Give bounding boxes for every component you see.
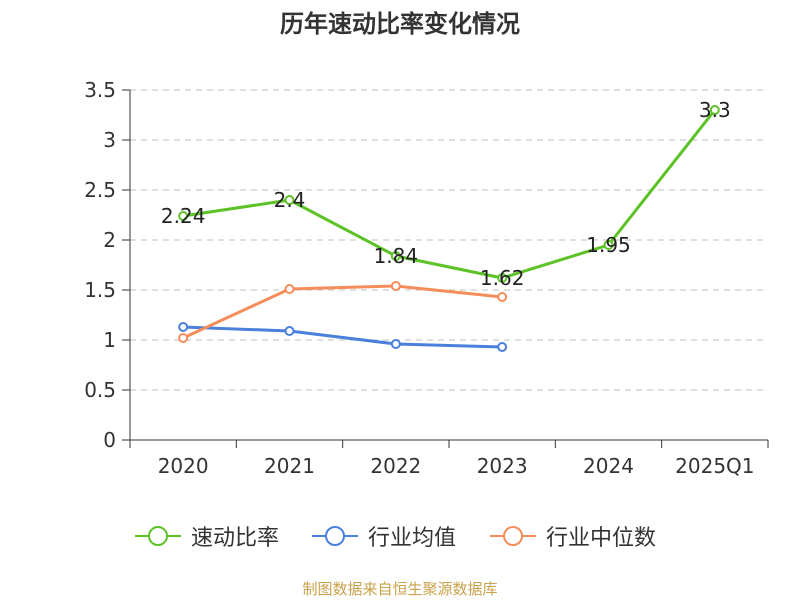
y-tick-label: 3.5	[84, 78, 116, 102]
legend-label: 速动比率	[191, 526, 280, 551]
y-tick-label: 1	[103, 328, 116, 352]
data-point-1	[390, 339, 401, 349]
data-point-2	[390, 281, 401, 291]
data-point-0	[497, 273, 508, 283]
series-line-2	[182, 284, 503, 340]
data-label: 1.95	[586, 233, 631, 257]
series-line-0	[182, 109, 717, 280]
x-tick-label: 2024	[583, 454, 634, 478]
data-point-2	[497, 292, 508, 302]
y-tick-label: 2	[103, 228, 116, 252]
legend-label: 行业中位数	[546, 526, 657, 551]
data-point-0	[709, 105, 720, 115]
data-point-0	[284, 195, 295, 205]
x-tick-label: 2020	[158, 454, 209, 478]
axes	[129, 90, 768, 441]
legend-item-industry-mean[interactable]: 行业均值	[310, 520, 456, 552]
x-tick-label: 2025Q1	[675, 454, 754, 478]
data-point-0	[178, 211, 189, 221]
data-labels: 2.24 2.4 1.84 1.62 1.95 3.3	[161, 98, 731, 290]
data-label: 3.3	[699, 98, 731, 122]
y-tick-label: 0	[103, 428, 116, 452]
data-point-0	[390, 251, 401, 261]
y-tick-label: 2.5	[84, 178, 116, 202]
legend-marker-industry-median	[490, 526, 536, 546]
x-axis-ticks: 2020 2021 2022 2023 2024 2025Q1	[129, 440, 769, 478]
data-label: 2.24	[161, 204, 206, 228]
x-tick-label: 2021	[264, 454, 315, 478]
y-tick-label: 0.5	[84, 378, 116, 402]
y-tick-label: 3	[103, 128, 116, 152]
x-tick-label: 2022	[370, 454, 421, 478]
legend: 速动比率 行业均值 行业中位数	[0, 520, 800, 556]
line-chart: 00.511.522.533.5 2020 2021 2022 2023 2024 202…	[84, 78, 769, 478]
data-point-1	[284, 326, 295, 336]
legend-item-quick-ratio[interactable]: 速动比率	[133, 520, 279, 552]
data-point-2	[178, 333, 189, 343]
data-point-1	[178, 322, 189, 332]
legend-marker-industry-mean	[312, 526, 358, 546]
data-point-1	[497, 342, 508, 352]
data-point-0	[603, 240, 614, 250]
series-line-1	[183, 325, 503, 349]
chart-title: 历年速动比率变化情况	[280, 10, 520, 38]
series-group	[178, 105, 720, 352]
legend-item-industry-median[interactable]: 行业中位数	[488, 520, 656, 552]
data-label: 1.84	[374, 244, 419, 268]
legend-label: 行业均值	[368, 526, 457, 551]
data-label: 1.62	[480, 266, 525, 290]
data-label: 2.4	[274, 188, 306, 212]
source-note: 制图数据来自恒生聚源数据库	[302, 580, 498, 598]
y-axis-ticks: 0 0.5 1 1.5 2 2.5 3 3.5	[84, 78, 130, 452]
x-tick-label: 2023	[477, 454, 528, 478]
data-point-2	[284, 284, 295, 294]
y-tick-label: 1.5	[84, 278, 116, 302]
legend-marker-quick-ratio	[135, 526, 181, 546]
